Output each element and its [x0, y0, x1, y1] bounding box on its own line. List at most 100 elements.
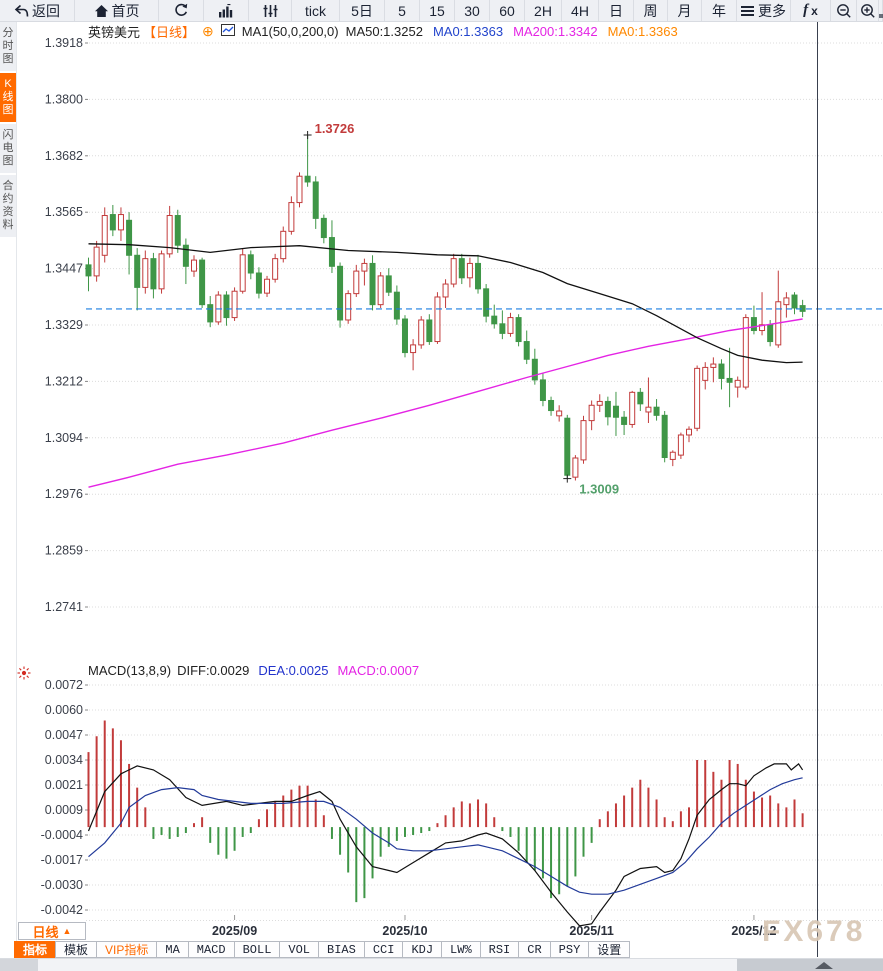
toolbar-button-period-30[interactable]: 30 [455, 0, 490, 21]
toolbar-label: tick [305, 2, 326, 19]
toolbar-label: 4H [571, 2, 589, 19]
macd-ytick: 0.0034 [45, 753, 83, 767]
x-axis-label: 2025/12 [731, 924, 777, 938]
tab-settings[interactable]: 设置 [588, 941, 631, 958]
toolbar-button-tick[interactable]: tick [292, 0, 340, 21]
interval-label: 【日线】 [143, 24, 196, 40]
toolbar-label: 周 [643, 2, 658, 19]
tab-kdj[interactable]: KDJ [402, 941, 443, 958]
macd-macd-value: MACD:0.0007 [337, 663, 420, 678]
home-icon [94, 4, 109, 18]
zoom-in-icon [860, 3, 876, 19]
macd-dea-line [88, 777, 803, 895]
price-ytick: 1.2859 [45, 544, 83, 558]
scrollbar-corner [0, 959, 38, 971]
toolbar-button-period-15[interactable]: 15 [420, 0, 455, 21]
toolbar-button-period-week[interactable]: 周 [634, 0, 668, 21]
bottom-scrollbar[interactable] [0, 958, 883, 971]
tab-macd[interactable]: MACD [187, 941, 235, 958]
toolbar-label: 月 [677, 2, 692, 19]
toolbar-label: 5日 [351, 2, 373, 19]
toolbar-button-period-month[interactable]: 月 [668, 0, 702, 21]
ma200-line [88, 318, 803, 488]
toolbar-button-home[interactable]: 首页 [75, 0, 159, 21]
sidebar-item-contract-info[interactable]: 合约资料 [0, 175, 16, 237]
price-ytick: 1.3918 [45, 36, 83, 50]
toolbar-label: 返回 [32, 2, 60, 19]
x-axis-label: 2025/09 [211, 924, 258, 938]
macd-diff-line [87, 763, 804, 927]
x-axis-label: 2025/11 [569, 924, 614, 938]
macd-dea-value: DEA:0.0025 [258, 663, 329, 678]
price-ytick: 1.3800 [45, 92, 83, 106]
tab-bias[interactable]: BIAS [318, 941, 365, 958]
macd-ytick: -0.0042 [41, 903, 83, 917]
toolbar-button-refresh[interactable] [159, 0, 204, 21]
macd-diff-value: DIFF:0.0029 [177, 663, 250, 678]
add-overlay-icon[interactable]: ⊕ [202, 23, 214, 39]
toolbar-button-period-5d[interactable]: 5日 [340, 0, 385, 21]
toolbar-label: 首页 [111, 2, 140, 19]
top-toolbar: 返回 首页 tick 5日 5 15 30 60 2H 4H 日 周 月 年 更多 f x [0, 0, 883, 22]
tab-vol[interactable]: VOL [279, 941, 320, 958]
tab-cr[interactable]: CR [518, 941, 551, 958]
toolbar-label: 30 [464, 2, 480, 19]
toolbar-button-zoom-out[interactable] [831, 0, 857, 21]
macd-params-label: MACD(13,8,9) [88, 663, 172, 678]
tab-ma[interactable]: MA [156, 941, 189, 958]
toolbar-button-period-4h[interactable]: 4H [562, 0, 599, 21]
toolbar-button-period-2h[interactable]: 2H [525, 0, 562, 21]
macd-ytick: -0.0030 [41, 878, 83, 892]
sidebar-item-time-share-chart[interactable]: 分时图 [0, 22, 16, 71]
macd-ytick: -0.0004 [41, 828, 83, 842]
toolbar-button-edge-partial[interactable] [878, 0, 883, 21]
price-axis-labels: 1.3918 1.3800 1.3682 1.3565 1.3447 1.3329 1.32… [41, 36, 83, 917]
toolbar-label: 60 [499, 2, 515, 19]
toolbar-label: 年 [712, 2, 726, 19]
macd-header: MACD(13,8,9) DIFF:0.0029 DEA:0.0025 MACD… [88, 663, 419, 678]
ma-value: MA0:1.3363 [607, 23, 678, 39]
price-grid [85, 42, 883, 921]
toolbar-button-period-60[interactable]: 60 [490, 0, 525, 21]
price-ytick: 1.3094 [45, 431, 83, 445]
scrollbar-thumb[interactable] [737, 959, 883, 971]
refresh-icon [173, 3, 189, 19]
mini-chart-icon[interactable] [220, 23, 235, 39]
period-selector-label: 日线 [32, 924, 59, 940]
toolbar-button-period-year[interactable]: 年 [702, 0, 737, 21]
toolbar-button-more[interactable]: 更多 [737, 0, 791, 21]
tab-lw[interactable]: LW% [441, 941, 481, 958]
tab-template[interactable]: 模板 [55, 941, 98, 958]
ma-params-label: MA1(50,0,200,0) [241, 23, 339, 39]
toolbar-button-zoom-in[interactable] [857, 0, 879, 21]
price-ytick: 1.3565 [45, 205, 83, 219]
ma-value: MA50:1.3252 [345, 23, 423, 39]
toolbar-button-bar-chart[interactable] [204, 0, 249, 21]
toolbar-label: 更多 [758, 2, 786, 19]
tab-psy[interactable]: PSY [549, 941, 590, 958]
price-ytick: 1.3329 [45, 318, 83, 332]
tab-cci[interactable]: CCI [363, 941, 404, 958]
tab-vip-indicator[interactable]: VIP指标 [96, 941, 158, 958]
indicator-settings-icon[interactable] [17, 666, 31, 685]
period-selector-button[interactable]: 日线 ▲ [18, 922, 86, 940]
ma-value: MA0:1.3363 [432, 23, 504, 39]
price-ytick: 1.3212 [45, 374, 83, 388]
tab-boll[interactable]: BOLL [233, 941, 281, 958]
toolbar-label: 日 [609, 2, 623, 19]
tab-indicator[interactable]: 指标 [14, 941, 57, 958]
sidebar-item-lightning-chart[interactable]: 闪电图 [0, 124, 16, 173]
candlesticks [85, 135, 806, 481]
price-ytick: 1.2976 [45, 487, 83, 501]
expand-panel-icon[interactable] [815, 962, 833, 969]
tab-rsi[interactable]: RSI [479, 941, 520, 958]
toolbar-button-back[interactable]: 返回 [0, 0, 75, 21]
toolbar-button-period-5[interactable]: 5 [385, 0, 420, 21]
price-chart-header: 英镑美元 【日线】 ⊕ MA1(50,0,200,0) MA50:1.3252 M… [88, 23, 678, 40]
toolbar-button-indicator-sliders[interactable] [249, 0, 292, 21]
toolbar-button-period-day[interactable]: 日 [599, 0, 634, 21]
